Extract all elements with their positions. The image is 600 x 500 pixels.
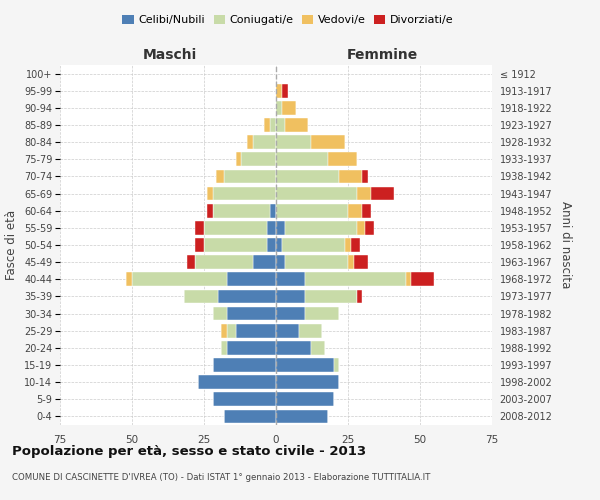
- Bar: [348, 256, 354, 269]
- Y-axis label: Fasce di età: Fasce di età: [5, 210, 19, 280]
- Bar: [328, 152, 356, 166]
- Text: Maschi: Maschi: [142, 48, 197, 62]
- Bar: [276, 392, 334, 406]
- Bar: [284, 118, 308, 132]
- Bar: [282, 238, 345, 252]
- Bar: [340, 170, 362, 183]
- Bar: [276, 306, 305, 320]
- Bar: [212, 186, 276, 200]
- Bar: [282, 84, 287, 98]
- Bar: [345, 238, 351, 252]
- Bar: [212, 392, 276, 406]
- Bar: [362, 170, 368, 183]
- Bar: [334, 358, 340, 372]
- Legend: Celibi/Nubili, Coniugati/e, Vedovi/e, Divorziati/e: Celibi/Nubili, Coniugati/e, Vedovi/e, Di…: [118, 10, 458, 30]
- Bar: [187, 256, 196, 269]
- Bar: [253, 256, 276, 269]
- Bar: [284, 221, 356, 234]
- Bar: [276, 84, 282, 98]
- Bar: [227, 324, 236, 338]
- Bar: [276, 118, 284, 132]
- Bar: [196, 221, 204, 234]
- Bar: [236, 152, 241, 166]
- Bar: [365, 221, 374, 234]
- Text: Femmine: Femmine: [347, 48, 418, 62]
- Y-axis label: Anni di nascita: Anni di nascita: [559, 202, 572, 288]
- Bar: [227, 306, 276, 320]
- Bar: [198, 376, 276, 389]
- Bar: [184, 290, 218, 304]
- Bar: [241, 152, 276, 166]
- Bar: [276, 256, 284, 269]
- Bar: [412, 272, 434, 286]
- Bar: [356, 290, 362, 304]
- Bar: [236, 324, 276, 338]
- Bar: [270, 118, 276, 132]
- Bar: [406, 272, 412, 286]
- Bar: [221, 324, 227, 338]
- Bar: [276, 324, 299, 338]
- Bar: [305, 290, 356, 304]
- Bar: [196, 256, 253, 269]
- Bar: [282, 101, 296, 114]
- Bar: [276, 238, 282, 252]
- Bar: [276, 410, 328, 424]
- Bar: [224, 410, 276, 424]
- Bar: [276, 101, 282, 114]
- Bar: [221, 341, 227, 354]
- Bar: [311, 341, 325, 354]
- Bar: [227, 272, 276, 286]
- Bar: [126, 272, 132, 286]
- Bar: [276, 204, 348, 218]
- Bar: [299, 324, 322, 338]
- Bar: [276, 272, 305, 286]
- Bar: [305, 272, 406, 286]
- Bar: [311, 136, 345, 149]
- Bar: [371, 186, 394, 200]
- Bar: [276, 358, 334, 372]
- Bar: [348, 204, 362, 218]
- Bar: [356, 221, 365, 234]
- Bar: [276, 376, 340, 389]
- Bar: [207, 204, 212, 218]
- Bar: [276, 152, 328, 166]
- Bar: [284, 256, 348, 269]
- Bar: [218, 290, 276, 304]
- Bar: [270, 204, 276, 218]
- Bar: [212, 358, 276, 372]
- Bar: [253, 136, 276, 149]
- Bar: [224, 170, 276, 183]
- Bar: [362, 204, 371, 218]
- Bar: [356, 186, 371, 200]
- Text: Popolazione per età, sesso e stato civile - 2013: Popolazione per età, sesso e stato civil…: [12, 445, 366, 458]
- Bar: [276, 290, 305, 304]
- Bar: [204, 221, 268, 234]
- Bar: [268, 238, 276, 252]
- Bar: [276, 221, 284, 234]
- Bar: [247, 136, 253, 149]
- Bar: [265, 118, 270, 132]
- Bar: [132, 272, 227, 286]
- Bar: [276, 136, 311, 149]
- Bar: [354, 256, 368, 269]
- Bar: [276, 341, 311, 354]
- Bar: [212, 306, 227, 320]
- Bar: [207, 186, 212, 200]
- Bar: [196, 238, 204, 252]
- Bar: [212, 204, 270, 218]
- Bar: [215, 170, 224, 183]
- Text: COMUNE DI CASCINETTE D'IVREA (TO) - Dati ISTAT 1° gennaio 2013 - Elaborazione TU: COMUNE DI CASCINETTE D'IVREA (TO) - Dati…: [12, 472, 430, 482]
- Bar: [351, 238, 359, 252]
- Bar: [268, 221, 276, 234]
- Bar: [204, 238, 268, 252]
- Bar: [305, 306, 340, 320]
- Bar: [227, 341, 276, 354]
- Bar: [276, 170, 340, 183]
- Bar: [276, 186, 356, 200]
